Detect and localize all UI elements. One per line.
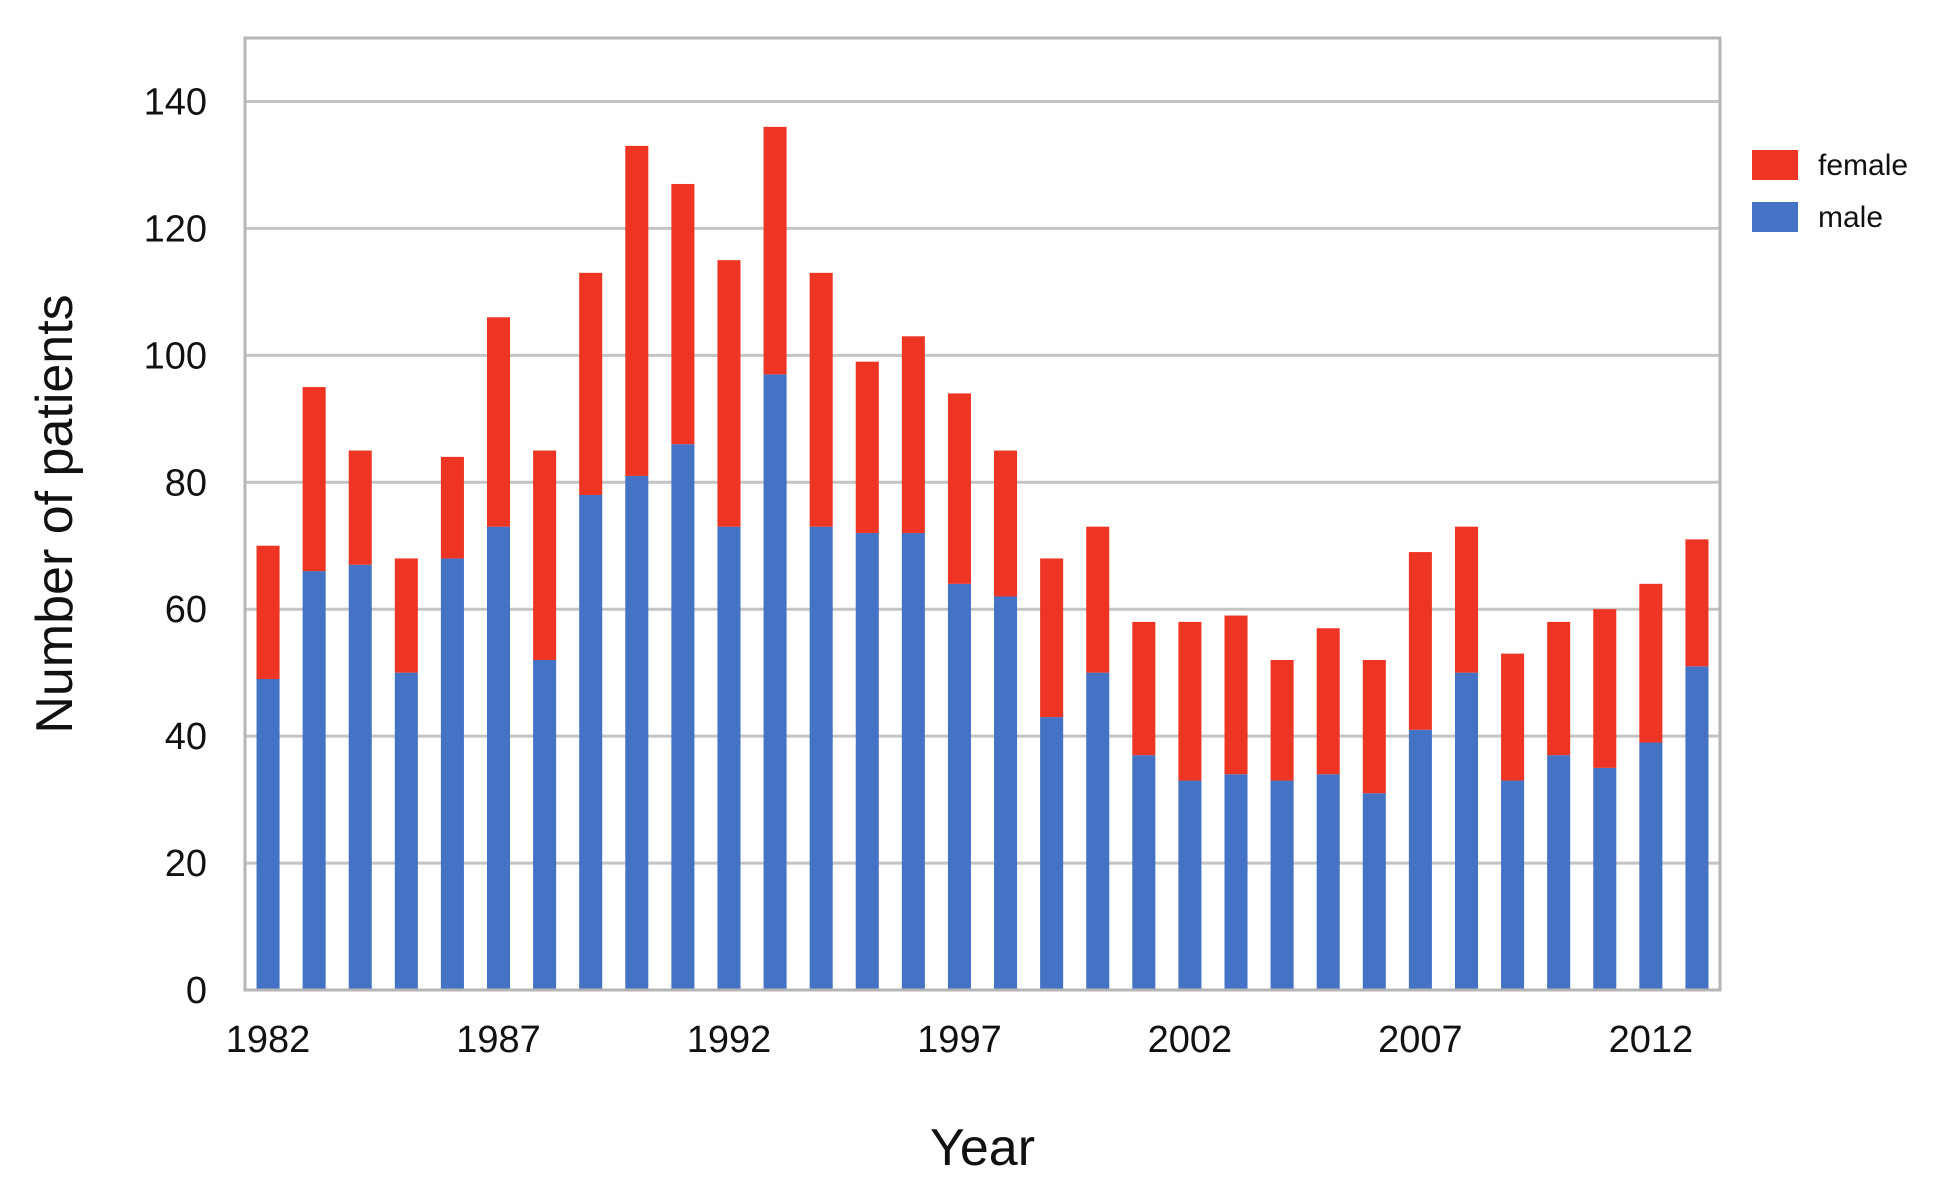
bar-female-1988	[533, 450, 557, 660]
bars	[256, 126, 1709, 991]
bar-female-1998	[994, 450, 1018, 597]
bar-male-2003	[1224, 774, 1248, 990]
bar-female-1994	[809, 272, 833, 527]
plot-frame	[243, 36, 1722, 992]
bar-female-1997	[947, 393, 971, 584]
bar-female-2011	[1593, 609, 1617, 768]
bar-female-1989	[579, 272, 603, 495]
gridlines	[245, 99, 1720, 865]
x-tick-label: 1987	[456, 1019, 541, 1061]
bar-male-1990	[625, 475, 649, 990]
bar-female-1986	[440, 456, 464, 559]
bar-female-2012	[1639, 583, 1663, 743]
bar-female-2005	[1316, 628, 1340, 775]
bar-male-2011	[1593, 767, 1617, 990]
x-tick-label: 2007	[1378, 1019, 1463, 1061]
bar-female-1983	[302, 387, 326, 572]
x-tick-labels: 1982 1987 1992 1997 2002 2007 2012	[226, 1019, 1693, 1061]
bar-female-2008	[1454, 526, 1479, 673]
bar-male-1992	[717, 526, 741, 990]
bar-male-1996	[901, 533, 925, 990]
x-tick-label: 1997	[917, 1019, 1002, 1061]
bar-male-2004	[1270, 780, 1294, 990]
bar-male-2009	[1501, 780, 1525, 990]
bar-male-2002	[1178, 780, 1202, 990]
bar-male-2006	[1362, 793, 1386, 990]
bar-male-2007	[1408, 729, 1432, 990]
bar-male-2000	[1086, 672, 1110, 990]
bar-female-2000	[1086, 526, 1110, 673]
legend-swatch-female	[1752, 150, 1798, 180]
y-tick-label: 60	[165, 589, 207, 631]
y-axis-title: Number of patients	[26, 294, 84, 733]
bar-female-1984	[348, 450, 372, 565]
bar-female-1991	[671, 183, 695, 445]
bar-male-2012	[1639, 742, 1663, 990]
bar-female-2002	[1178, 621, 1202, 781]
bar-female-1987	[486, 317, 511, 527]
legend: female male	[1752, 149, 1908, 234]
bar-male-1988	[533, 659, 557, 990]
bar-male-2005	[1316, 774, 1340, 990]
bar-male-1989	[579, 494, 603, 990]
bar-male-2008	[1454, 672, 1479, 990]
bar-female-1990	[625, 145, 649, 476]
x-tick-label: 1992	[687, 1019, 772, 1061]
bar-female-2007	[1408, 552, 1432, 730]
bar-male-1984	[348, 564, 372, 990]
bar-female-1996	[901, 336, 925, 534]
bar-female-1985	[394, 558, 418, 673]
x-tick-label: 1982	[226, 1019, 311, 1061]
bar-female-2009	[1501, 653, 1525, 781]
bar-female-2004	[1270, 659, 1294, 781]
legend-swatch-male	[1752, 202, 1798, 232]
bar-female-2006	[1362, 659, 1386, 794]
bar-female-2001	[1132, 621, 1156, 756]
y-tick-label: 80	[165, 462, 207, 504]
y-tick-label: 40	[165, 716, 207, 758]
bar-male-1999	[1040, 717, 1064, 990]
bar-female-1993	[763, 126, 787, 375]
bar-male-1995	[855, 533, 879, 990]
bar-female-2010	[1547, 621, 1571, 756]
y-tick-labels: 0 20 40 60 80 100 120 140	[144, 81, 207, 1012]
x-tick-label: 2002	[1148, 1019, 1233, 1061]
bar-female-1999	[1040, 558, 1064, 718]
y-tick-label: 140	[144, 81, 207, 123]
legend-label-female: female	[1818, 149, 1908, 182]
x-tick-label: 2012	[1609, 1019, 1694, 1061]
bar-male-2013	[1685, 666, 1709, 990]
bar-female-1995	[855, 361, 879, 534]
bar-male-1986	[440, 558, 464, 990]
bar-male-1993	[763, 374, 787, 991]
bar-male-1983	[302, 571, 326, 990]
bar-male-2010	[1547, 755, 1571, 990]
bar-male-1997	[947, 583, 971, 990]
bar-female-1982	[256, 545, 280, 680]
y-tick-label: 0	[186, 970, 207, 1012]
bar-female-1992	[717, 260, 741, 527]
bar-male-1982	[256, 679, 280, 990]
bar-male-1985	[394, 672, 418, 990]
bar-male-1998	[994, 596, 1018, 990]
x-axis-title: Year	[930, 1119, 1035, 1177]
bar-male-2001	[1132, 755, 1156, 990]
bar-male-1991	[671, 444, 695, 991]
bar-female-2013	[1685, 539, 1709, 667]
y-tick-label: 100	[144, 335, 207, 377]
bar-male-1994	[809, 526, 833, 990]
legend-label-male: male	[1818, 201, 1883, 234]
y-tick-label: 120	[144, 208, 207, 250]
bar-female-2003	[1224, 615, 1248, 775]
bar-male-1987	[486, 526, 511, 990]
y-tick-label: 20	[165, 843, 207, 885]
